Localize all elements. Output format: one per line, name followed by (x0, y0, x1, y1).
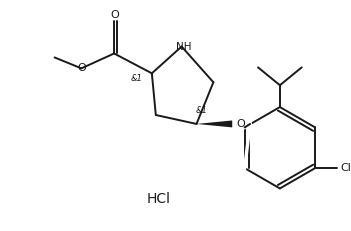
Text: HCl: HCl (147, 192, 171, 206)
Text: O: O (77, 63, 86, 73)
Text: O: O (111, 10, 119, 20)
Text: NH: NH (176, 42, 191, 52)
Text: &1: &1 (131, 74, 143, 83)
Polygon shape (197, 120, 232, 128)
Text: &1: &1 (196, 106, 207, 115)
Text: Cl: Cl (340, 163, 351, 173)
Text: O: O (237, 119, 246, 129)
